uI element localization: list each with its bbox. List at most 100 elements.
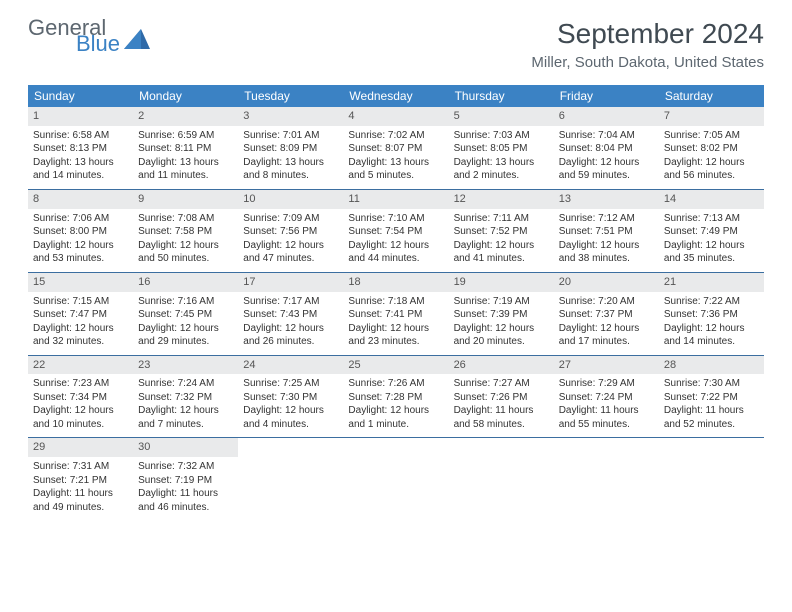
- daylight-line: Daylight: 12 hours and 29 minutes.: [138, 322, 233, 349]
- sunset-line: Sunset: 7:19 PM: [138, 474, 233, 488]
- sunset-line: Sunset: 8:00 PM: [33, 225, 128, 239]
- day-number: 8: [28, 190, 133, 209]
- month-title: September 2024: [531, 18, 764, 50]
- sunset-line: Sunset: 7:56 PM: [243, 225, 338, 239]
- sunrise-line: Sunrise: 7:16 AM: [138, 295, 233, 309]
- day-number: 28: [659, 356, 764, 375]
- day-cell: 3Sunrise: 7:01 AMSunset: 8:09 PMDaylight…: [238, 107, 343, 189]
- daylight-line: Daylight: 12 hours and 26 minutes.: [243, 322, 338, 349]
- day-number: 16: [133, 273, 238, 292]
- daylight-line: Daylight: 11 hours and 58 minutes.: [454, 404, 549, 431]
- day-cell: 29Sunrise: 7:31 AMSunset: 7:21 PMDayligh…: [28, 438, 133, 520]
- weekday-header: Sunday: [28, 85, 133, 107]
- daylight-line: Daylight: 12 hours and 20 minutes.: [454, 322, 549, 349]
- day-number: 22: [28, 356, 133, 375]
- sunrise-line: Sunrise: 7:09 AM: [243, 212, 338, 226]
- day-number: 11: [343, 190, 448, 209]
- day-cell: 13Sunrise: 7:12 AMSunset: 7:51 PMDayligh…: [554, 190, 659, 272]
- day-number: 30: [133, 438, 238, 457]
- day-cell: 23Sunrise: 7:24 AMSunset: 7:32 PMDayligh…: [133, 356, 238, 438]
- sunrise-line: Sunrise: 7:12 AM: [559, 212, 654, 226]
- day-number: 18: [343, 273, 448, 292]
- sunset-line: Sunset: 8:13 PM: [33, 142, 128, 156]
- sunset-line: Sunset: 7:51 PM: [559, 225, 654, 239]
- day-number: 27: [554, 356, 659, 375]
- daylight-line: Daylight: 13 hours and 5 minutes.: [348, 156, 443, 183]
- day-cell: 14Sunrise: 7:13 AMSunset: 7:49 PMDayligh…: [659, 190, 764, 272]
- sunset-line: Sunset: 7:49 PM: [664, 225, 759, 239]
- sunrise-line: Sunrise: 7:27 AM: [454, 377, 549, 391]
- sunset-line: Sunset: 7:37 PM: [559, 308, 654, 322]
- day-cell: 5Sunrise: 7:03 AMSunset: 8:05 PMDaylight…: [449, 107, 554, 189]
- day-number: 9: [133, 190, 238, 209]
- daylight-line: Daylight: 12 hours and 50 minutes.: [138, 239, 233, 266]
- sunset-line: Sunset: 7:32 PM: [138, 391, 233, 405]
- sunrise-line: Sunrise: 7:22 AM: [664, 295, 759, 309]
- day-cell: 9Sunrise: 7:08 AMSunset: 7:58 PMDaylight…: [133, 190, 238, 272]
- sunset-line: Sunset: 7:21 PM: [33, 474, 128, 488]
- day-cell: 21Sunrise: 7:22 AMSunset: 7:36 PMDayligh…: [659, 273, 764, 355]
- daylight-line: Daylight: 12 hours and 17 minutes.: [559, 322, 654, 349]
- sunrise-line: Sunrise: 7:10 AM: [348, 212, 443, 226]
- daylight-line: Daylight: 12 hours and 10 minutes.: [33, 404, 128, 431]
- logo: General Blue: [28, 18, 150, 54]
- sunrise-line: Sunrise: 7:11 AM: [454, 212, 549, 226]
- day-cell: 28Sunrise: 7:30 AMSunset: 7:22 PMDayligh…: [659, 356, 764, 438]
- sunset-line: Sunset: 7:34 PM: [33, 391, 128, 405]
- weekday-header: Monday: [133, 85, 238, 107]
- sunrise-line: Sunrise: 7:13 AM: [664, 212, 759, 226]
- sunset-line: Sunset: 7:43 PM: [243, 308, 338, 322]
- location-text: Miller, South Dakota, United States: [531, 54, 764, 71]
- sunset-line: Sunset: 7:54 PM: [348, 225, 443, 239]
- daylight-line: Daylight: 12 hours and 41 minutes.: [454, 239, 549, 266]
- day-cell: 20 Sunrise: 7:20 AMSunset: 7:37 PMDayligh…: [554, 273, 659, 355]
- weekday-header: Tuesday: [238, 85, 343, 107]
- day-number: 3: [238, 107, 343, 126]
- sunrise-line: Sunrise: 6:59 AM: [138, 129, 233, 143]
- day-number: 23: [133, 356, 238, 375]
- sunrise-line: Sunrise: 7:29 AM: [559, 377, 654, 391]
- daylight-line: Daylight: 12 hours and 35 minutes.: [664, 239, 759, 266]
- daylight-line: Daylight: 12 hours and 56 minutes.: [664, 156, 759, 183]
- weekday-header: Thursday: [449, 85, 554, 107]
- sunrise-line: Sunrise: 7:18 AM: [348, 295, 443, 309]
- week-row: 8Sunrise: 7:06 AMSunset: 8:00 PMDaylight…: [28, 190, 764, 273]
- title-block: September 2024 Miller, South Dakota, Uni…: [531, 18, 764, 71]
- day-number: 2: [133, 107, 238, 126]
- day-number: 29: [28, 438, 133, 457]
- logo-text-blue: Blue: [76, 34, 120, 54]
- day-cell: 6Sunrise: 7:04 AMSunset: 8:04 PMDaylight…: [554, 107, 659, 189]
- sunrise-line: Sunrise: 7:15 AM: [33, 295, 128, 309]
- day-cell: 10Sunrise: 7:09 AMSunset: 7:56 PMDayligh…: [238, 190, 343, 272]
- day-number: 1: [28, 107, 133, 126]
- daylight-line: Daylight: 12 hours and 14 minutes.: [664, 322, 759, 349]
- sunset-line: Sunset: 7:22 PM: [664, 391, 759, 405]
- day-cell: 4Sunrise: 7:02 AMSunset: 8:07 PMDaylight…: [343, 107, 448, 189]
- day-number: 5: [449, 107, 554, 126]
- sunrise-line: Sunrise: 7:30 AM: [664, 377, 759, 391]
- daylight-line: Daylight: 12 hours and 32 minutes.: [33, 322, 128, 349]
- weekday-header: Wednesday: [343, 85, 448, 107]
- day-number: 12: [449, 190, 554, 209]
- daylight-line: Daylight: 11 hours and 46 minutes.: [138, 487, 233, 514]
- sunrise-line: Sunrise: 7:25 AM: [243, 377, 338, 391]
- sunset-line: Sunset: 8:11 PM: [138, 142, 233, 156]
- daylight-line: Daylight: 12 hours and 47 minutes.: [243, 239, 338, 266]
- sunset-line: Sunset: 7:24 PM: [559, 391, 654, 405]
- sunset-line: Sunset: 7:26 PM: [454, 391, 549, 405]
- weekday-header-row: SundayMondayTuesdayWednesdayThursdayFrid…: [28, 85, 764, 107]
- sunrise-line: Sunrise: 7:17 AM: [243, 295, 338, 309]
- weekday-header: Saturday: [659, 85, 764, 107]
- sunrise-line: Sunrise: 7:20 AM: [559, 295, 654, 309]
- daylight-line: Daylight: 13 hours and 11 minutes.: [138, 156, 233, 183]
- day-number: 20: [554, 273, 659, 292]
- daylight-line: Daylight: 13 hours and 2 minutes.: [454, 156, 549, 183]
- day-cell: 2 Sunrise: 6:59 AMSunset: 8:11 PMDaylight…: [133, 107, 238, 189]
- sunrise-line: Sunrise: 7:08 AM: [138, 212, 233, 226]
- daylight-line: Daylight: 12 hours and 23 minutes.: [348, 322, 443, 349]
- empty-cell: [659, 438, 764, 520]
- day-cell: 19Sunrise: 7:19 AMSunset: 7:39 PMDayligh…: [449, 273, 554, 355]
- day-cell: 25Sunrise: 7:26 AMSunset: 7:28 PMDayligh…: [343, 356, 448, 438]
- day-cell: 8Sunrise: 7:06 AMSunset: 8:00 PMDaylight…: [28, 190, 133, 272]
- day-number: 24: [238, 356, 343, 375]
